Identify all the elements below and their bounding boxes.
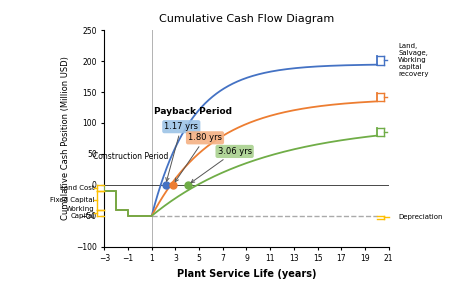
Text: Land,
Salvage,
Working
capital
recovery: Land, Salvage, Working capital recovery — [398, 43, 428, 77]
Text: 1.17 yrs: 1.17 yrs — [164, 122, 198, 181]
Text: Depreciation: Depreciation — [398, 214, 443, 220]
Text: 3.06 yrs: 3.06 yrs — [191, 147, 252, 183]
X-axis label: Plant Service Life (years): Plant Service Life (years) — [177, 269, 316, 279]
Text: Working
Capital: Working Capital — [66, 206, 95, 219]
Text: Fixed Capital: Fixed Capital — [50, 197, 95, 203]
Text: Construction Period: Construction Period — [92, 152, 168, 161]
Text: 1.80 yrs: 1.80 yrs — [175, 133, 222, 182]
Text: Payback Period: Payback Period — [154, 107, 232, 116]
Legend: Best, Base, Worst, Depreciation: Best, Base, Worst, Depreciation — [125, 299, 368, 301]
Title: Cumulative Cash Flow Diagram: Cumulative Cash Flow Diagram — [159, 14, 334, 24]
Y-axis label: Cumulative Cash Position (Million USD): Cumulative Cash Position (Million USD) — [61, 57, 70, 220]
Text: Land Cost: Land Cost — [60, 185, 95, 191]
